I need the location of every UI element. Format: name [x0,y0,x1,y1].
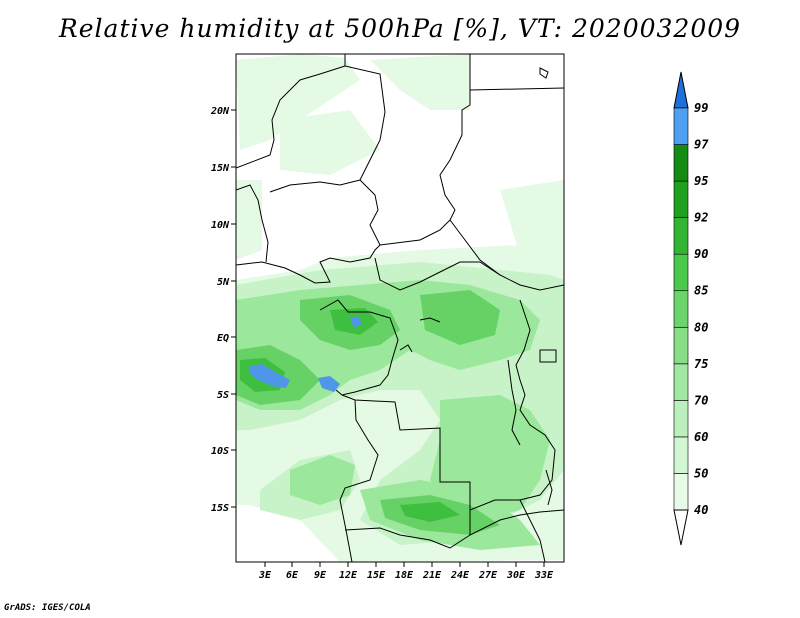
colorbar-segment [673,400,689,438]
humidity-area-north-east [370,54,470,110]
colorbar-label: 92 [694,211,708,225]
lon-label: 3E [258,570,272,581]
lat-label: 5S [217,390,229,401]
colorbar-segment [673,473,689,511]
lat-label: EQ [217,333,229,344]
grads-credit: GrADS: IGES/COLA [4,603,91,613]
humidity-area-mid-south [290,455,355,505]
humidity-area-wet-1 [250,364,290,388]
plot-frame [235,53,565,563]
river-outline [399,344,413,353]
humidity-area-west-strip [236,180,262,260]
colorbar-segment [673,253,689,292]
lat-label: 15N [211,163,230,174]
lon-label: 6E [286,570,299,581]
humidity-area-east-upper [500,180,564,255]
map-title: Relative humidity at 500hPa [%], VT: 202… [58,14,742,43]
lon-label: 15E [367,570,386,581]
lon-label: 12E [339,570,358,581]
longitude-axis: 3E 6E 9E 12E 15E 18E 21E 24E 27E 30E 33E [258,562,554,581]
lon-label: 27E [478,570,498,581]
colorbar-label: 50 [694,466,708,480]
border-line [469,87,564,91]
latitude-axis: 20N 15N 10N 5N EQ 5S 10S 15S [210,106,236,514]
lake-outline [507,359,521,446]
lon-label: 21E [422,570,442,581]
colorbar-label: 85 [694,284,708,298]
colorbar-label: 95 [694,174,708,188]
border-line [339,399,379,562]
border-line [236,65,346,169]
colorbar-segment [673,144,689,182]
border-line [519,499,546,562]
colorbar-label: 60 [694,430,708,444]
humidity-area-wet-2 [318,376,340,392]
colorbar-segment [673,363,689,401]
lake-outline [539,349,557,363]
border-line [236,244,381,284]
humidity-area-strong-ne [420,290,500,345]
colorbar: 40 50 60 70 75 80 85 90 92 95 97 99 [673,71,709,546]
border-line [439,54,471,221]
colorbar-segment [673,436,689,474]
colorbar-segment [673,290,689,328]
country-borders [236,54,564,562]
lon-label: 24E [450,570,470,581]
lon-label: 33E [534,570,554,581]
border-line [236,184,269,263]
humidity-area-north-west [236,54,360,150]
lat-label: 10N [211,220,230,231]
lake-outline [545,469,553,506]
humidity-area-deep-south [400,502,460,522]
colorbar-label: 99 [694,101,708,115]
colorbar-segment [673,180,689,218]
colorbar-label: 97 [694,138,709,152]
lat-label: 15S [211,503,229,514]
humidity-area-wet-3 [350,316,362,328]
lon-label: 30E [506,570,526,581]
colorbar-segment [673,107,689,145]
river-outline [419,317,441,323]
colorbar-label: 40 [694,503,708,517]
border-line [269,179,361,193]
lat-label: 20N [210,106,230,117]
coast-island [539,67,549,79]
colorbar-top-arrow [673,71,689,109]
border-line [344,509,564,549]
humidity-field [236,54,564,562]
lat-label: 10S [211,446,229,457]
colorbar-bottom-arrow [673,509,689,546]
lon-label: 9E [314,570,327,581]
humidity-area-central-north [280,110,380,175]
border-line [374,257,501,291]
colorbar-segment [673,217,689,255]
lon-label: 18E [395,570,414,581]
colorbar-label: 75 [694,357,708,371]
colorbar-label: 80 [694,320,708,334]
colorbar-label: 90 [694,247,708,261]
colorbar-label: 70 [694,393,708,407]
border-line [319,299,399,396]
border-line [469,299,556,511]
border-line [341,394,471,535]
lat-label: 5N [217,277,230,288]
colorbar-segment [673,326,689,365]
